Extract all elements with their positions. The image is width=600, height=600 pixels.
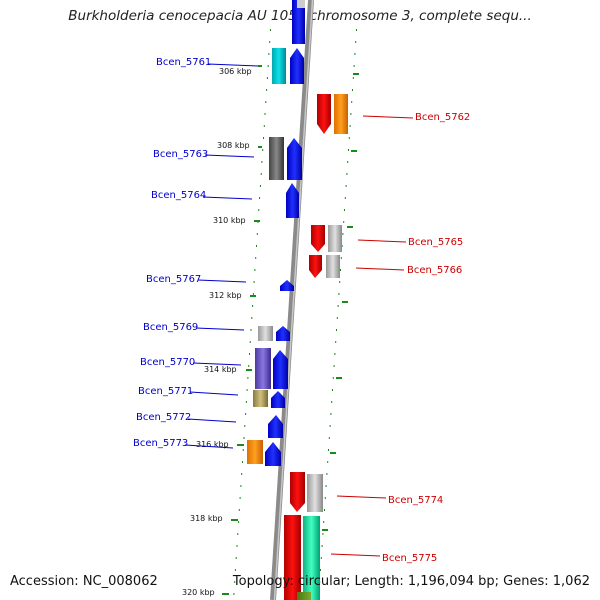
gene-arrow-bcen-5763[interactable] [287,138,302,180]
cog-box-5763 [269,137,284,180]
tick-312: 312 kbp [209,291,256,300]
cog-box-5761 [272,48,286,84]
ticks: 306 kbp 308 kbp 310 kbp 312 kbp 314 kbp … [182,65,262,597]
gene-arrow-top-partial[interactable] [292,0,305,44]
gene-arrow-bcen-5769[interactable] [276,326,290,341]
cog-box-5765 [328,225,342,252]
cog-box-5769 [258,326,273,341]
label-bcen-5765[interactable]: Bcen_5765 [408,237,463,248]
gene-arrow-bcen-5770[interactable] [273,350,288,389]
cog-box-5766 [326,255,340,278]
gene-arrow-bcen-5767[interactable] [280,280,294,291]
tick-318: 318 kbp [190,514,238,523]
label-bcen-5772[interactable]: Bcen_5772 [136,412,191,423]
label-bcen-5766[interactable]: Bcen_5766 [407,265,462,276]
summary-text: Topology: circular; Length: 1,196,094 bp… [232,574,590,589]
cog-box-5773 [247,440,263,464]
label-bcen-5773[interactable]: Bcen_5773 [133,438,188,449]
cog-box-5762 [334,94,348,134]
tick-label-306: 306 kbp [219,67,252,76]
tick-label-320: 320 kbp [182,588,215,597]
gene-arrow-bcen-5771[interactable] [271,391,285,408]
cog-box-5775 [303,516,320,600]
label-bcen-5771[interactable]: Bcen_5771 [138,386,193,397]
gene-arrow-bcen-5764[interactable] [286,183,299,218]
tick-316: 316 kbp [196,440,244,449]
cog-box-top [297,0,305,8]
label-bcen-5761[interactable]: Bcen_5761 [156,57,211,68]
gene-arrow-bcen-5773[interactable] [265,442,281,466]
tick-label-312: 312 kbp [209,291,242,300]
tick-label-308: 308 kbp [217,141,250,150]
gene-arrow-bcen-5762[interactable] [317,94,331,134]
label-bcen-5767[interactable]: Bcen_5767 [146,274,201,285]
tick-label-318: 318 kbp [190,514,223,523]
gene-arrow-bcen-5766[interactable] [309,255,322,278]
gene-arrow-bcen-5765[interactable] [311,225,325,252]
tick-306: 306 kbp [219,65,262,76]
cog-box-bottom [297,592,311,600]
cog-box-5770 [255,348,271,389]
cog-box-5774 [307,474,323,512]
gc-content-ring [233,29,357,595]
gene-labels: Bcen_5761 Bcen_5762 Bcen_5763 Bcen_5764 … [133,57,470,564]
tick-label-314: 314 kbp [204,365,237,374]
gene-features [247,0,348,600]
tick-310: 310 kbp [213,216,260,225]
tick-320: 320 kbp [182,588,229,597]
tick-308: 308 kbp [217,141,262,150]
label-bcen-5775[interactable]: Bcen_5775 [382,553,437,564]
backbone-highlight [273,0,314,600]
gene-arrow-bcen-5775[interactable] [284,515,301,600]
label-bcen-5764[interactable]: Bcen_5764 [151,190,206,201]
label-bcen-5769[interactable]: Bcen_5769 [143,322,198,333]
tick-label-316: 316 kbp [196,440,229,449]
gene-arrow-bcen-5772[interactable] [268,415,283,438]
gene-arrow-bcen-5761[interactable] [290,48,304,84]
label-bcen-5762[interactable]: Bcen_5762 [415,112,470,123]
backbone-line [270,0,314,600]
accession-text: Accession: NC_008062 [10,574,158,589]
label-bcen-5770[interactable]: Bcen_5770 [140,357,195,368]
gene-arrow-bcen-5774[interactable] [290,472,305,512]
tick-314: 314 kbp [204,365,252,374]
right-ticks [322,73,359,531]
label-bcen-5774[interactable]: Bcen_5774 [388,495,443,506]
label-bcen-5763[interactable]: Bcen_5763 [153,149,208,160]
tick-label-310: 310 kbp [213,216,246,225]
cog-box-5771 [253,390,268,407]
